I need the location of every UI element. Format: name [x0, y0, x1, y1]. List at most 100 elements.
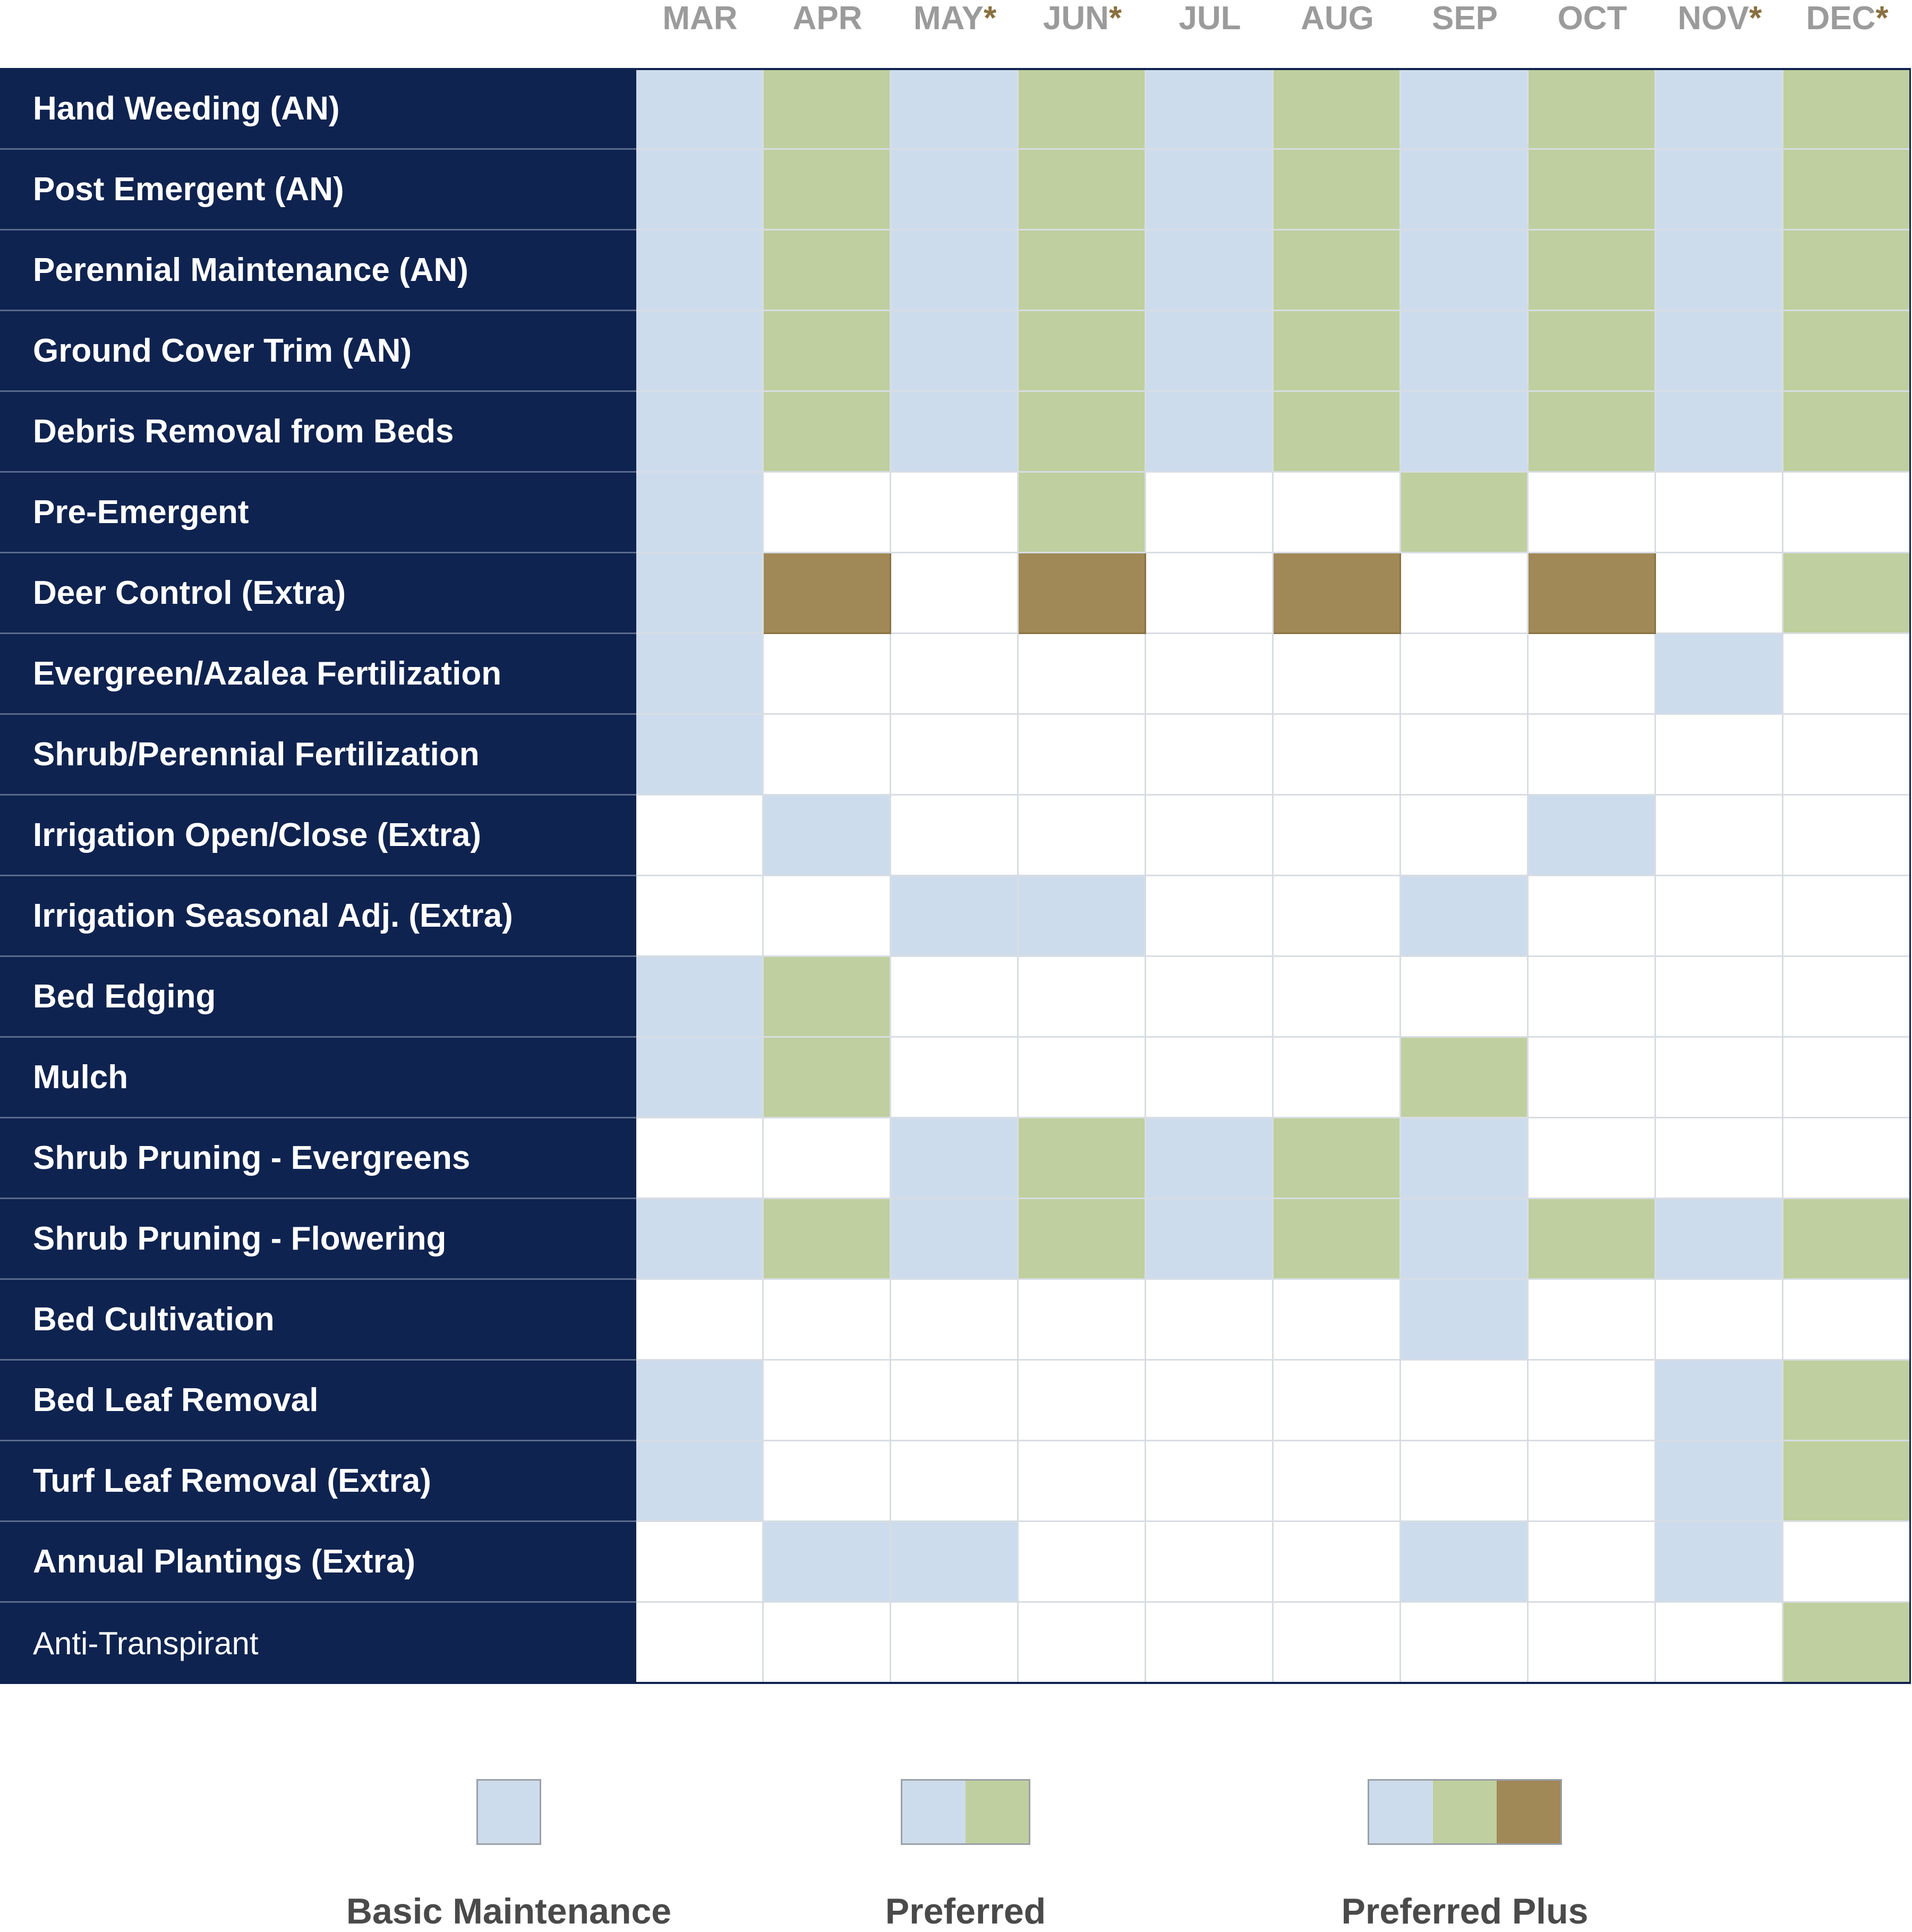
- month-header-oct: OCT: [1529, 0, 1656, 37]
- schedule-cell-empty: [1274, 876, 1401, 957]
- schedule-cell-empty: [764, 634, 891, 715]
- schedule-cell-basic: [1146, 392, 1274, 473]
- schedule-cell-empty: [891, 1280, 1019, 1361]
- task-label: Pre-Emergent: [0, 473, 636, 553]
- schedule-cell-empty: [1274, 1361, 1401, 1441]
- schedule-cell-basic: [1401, 311, 1529, 392]
- schedule-cell-empty: [1529, 1280, 1656, 1361]
- schedule-cell-preferred: [764, 230, 891, 311]
- schedule-cell-empty: [1019, 1280, 1146, 1361]
- schedule-cell-empty: [1656, 553, 1783, 634]
- schedule-cell-empty: [1274, 1280, 1401, 1361]
- task-label: Irrigation Seasonal Adj. (Extra): [0, 876, 636, 957]
- month-label: MAY: [913, 0, 984, 37]
- month-header-dec: DEC*: [1783, 0, 1911, 37]
- task-label: Debris Removal from Beds: [0, 392, 636, 473]
- schedule-cell-empty: [1529, 473, 1656, 553]
- schedule-cell-basic: [1401, 150, 1529, 230]
- legend: Basic Maintenance Preferred Preferred Plus: [0, 1763, 1912, 1931]
- schedule-cell-empty: [1656, 1603, 1783, 1683]
- schedule-cell-empty: [764, 1441, 891, 1522]
- month-header-aug: AUG: [1274, 0, 1401, 37]
- asterisk-marker: *: [1749, 0, 1762, 37]
- task-label: Shrub/Perennial Fertilization: [0, 715, 636, 796]
- schedule-cell-preferred: [1529, 311, 1656, 392]
- schedule-cell-basic: [891, 1199, 1019, 1280]
- schedule-cell-preferred: [1401, 473, 1529, 553]
- task-label: Annual Plantings (Extra): [0, 1522, 636, 1603]
- legend-item-preferred-plus: Preferred Plus: [0, 1779, 1912, 1931]
- schedule-cell-empty: [1656, 876, 1783, 957]
- task-label: Anti-Transpirant: [33, 1625, 259, 1661]
- schedule-cell-basic: [636, 150, 764, 230]
- month-label: MAR: [662, 0, 738, 37]
- schedule-cell-empty: [1401, 1603, 1529, 1683]
- task-label: Evergreen/Azalea Fertilization: [0, 634, 636, 715]
- schedule-cell-basic: [1401, 1280, 1529, 1361]
- schedule-cell-empty: [1783, 1118, 1911, 1199]
- schedule-cell-empty: [891, 715, 1019, 796]
- schedule-cell-empty: [1401, 1441, 1529, 1522]
- legend-swatch-preferred: [966, 1781, 1029, 1843]
- schedule-cell-preferred: [764, 150, 891, 230]
- asterisk-marker: *: [1875, 0, 1889, 37]
- schedule-cell-empty: [764, 473, 891, 553]
- schedule-cell-empty: [1529, 1038, 1656, 1118]
- schedule-cell-basic: [1146, 1199, 1274, 1280]
- schedule-cell-basic: [636, 473, 764, 553]
- schedule-cell-basic: [636, 1441, 764, 1522]
- schedule-cell-empty: [1274, 634, 1401, 715]
- month-label: JUL: [1179, 0, 1241, 37]
- schedule-cell-empty: [764, 1361, 891, 1441]
- schedule-cell-empty: [1656, 1118, 1783, 1199]
- task-label: Hand Weeding (AN): [0, 69, 636, 150]
- task-label: Ground Cover Trim (AN): [0, 311, 636, 392]
- schedule-cell-basic: [1529, 796, 1656, 876]
- schedule-cell-empty: [1146, 796, 1274, 876]
- schedule-cell-empty: [1146, 1361, 1274, 1441]
- task-label-column: Hand Weeding (AN) Post Emergent (AN) Peren…: [0, 69, 636, 1683]
- schedule-cell-preferred: [1529, 230, 1656, 311]
- schedule-cell-basic: [1401, 1118, 1529, 1199]
- schedule-cell-basic: [891, 230, 1019, 311]
- schedule-cell-empty: [1146, 1280, 1274, 1361]
- schedule-cell-preferred-plus: [764, 553, 891, 634]
- schedule-cell-preferred-plus: [1529, 553, 1656, 634]
- month-header-mar: MAR: [636, 0, 764, 37]
- schedule-cell-empty: [1401, 1361, 1529, 1441]
- schedule-cell-empty: [1274, 796, 1401, 876]
- schedule-cell-empty: [1401, 634, 1529, 715]
- month-header-nov: NOV*: [1656, 0, 1783, 37]
- schedule-cell-basic: [636, 1361, 764, 1441]
- schedule-cell-basic: [1146, 230, 1274, 311]
- legend-swatch-group: [901, 1779, 1030, 1845]
- schedule-cell-empty: [1783, 1522, 1911, 1603]
- schedule-cell-preferred: [764, 1199, 891, 1280]
- month-header-may: MAY*: [891, 0, 1019, 37]
- schedule-cell-empty: [1019, 715, 1146, 796]
- schedule-cell-empty: [891, 1038, 1019, 1118]
- schedule-cell-empty: [1019, 796, 1146, 876]
- schedule-cell-empty: [1656, 715, 1783, 796]
- schedule-cell-empty: [1274, 473, 1401, 553]
- schedule-cell-empty: [1019, 634, 1146, 715]
- schedule-cell-basic: [1401, 392, 1529, 473]
- schedule-cell-preferred-plus: [1019, 553, 1146, 634]
- schedule-cell-basic: [891, 1522, 1019, 1603]
- schedule-cell-empty: [1401, 796, 1529, 876]
- schedule-cell-empty: [764, 1280, 891, 1361]
- schedule-cell-empty: [636, 1280, 764, 1361]
- schedule-cell-empty: [1019, 1441, 1146, 1522]
- schedule-cell-basic: [636, 1038, 764, 1118]
- schedule-cell-empty: [636, 796, 764, 876]
- schedule-cell-basic: [891, 69, 1019, 150]
- task-label: Irrigation Open/Close (Extra): [0, 796, 636, 876]
- month-header-apr: APR: [764, 0, 891, 37]
- schedule-cell-basic: [1146, 150, 1274, 230]
- month-label: NOV: [1677, 0, 1749, 37]
- schedule-cell-basic: [1656, 311, 1783, 392]
- schedule-cell-basic: [1656, 392, 1783, 473]
- schedule-cell-basic: [1656, 69, 1783, 150]
- schedule-cell-basic: [636, 957, 764, 1038]
- schedule-cell-empty: [1274, 1441, 1401, 1522]
